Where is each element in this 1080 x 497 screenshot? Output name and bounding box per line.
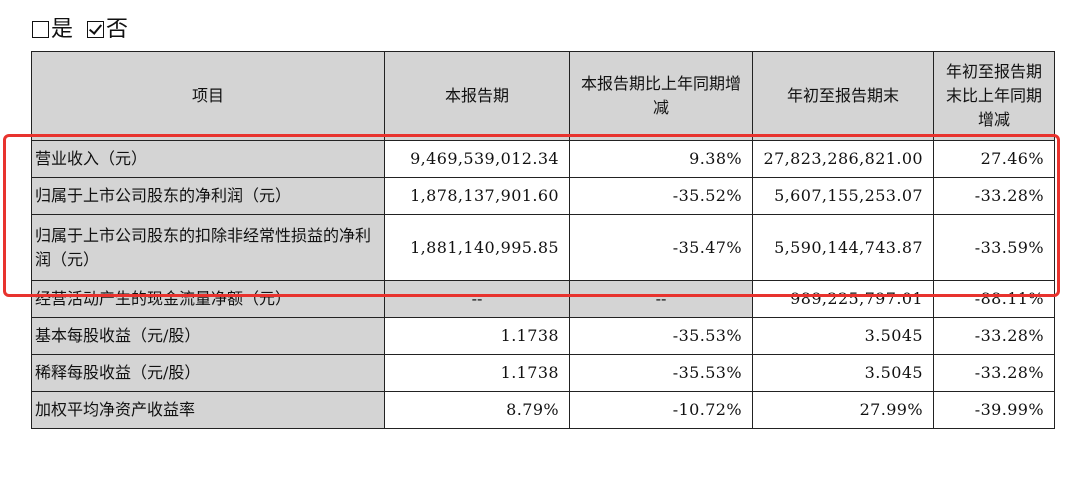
row-current-change: -10.72%	[569, 391, 753, 429]
checked-box-icon[interactable]	[87, 21, 105, 38]
table-row: 经营活动产生的现金流量净额（元） -- -- 989,225,797.01 -8…	[31, 280, 1055, 318]
row-current-change: -35.53%	[569, 317, 753, 355]
header-ytd: 年初至报告期末	[752, 51, 934, 141]
row-current: 8.79%	[384, 391, 570, 429]
row-ytd: 27.99%	[752, 391, 934, 429]
row-current: 1.1738	[384, 354, 570, 392]
option-no-label: 否	[106, 17, 129, 42]
table-row: 归属于上市公司股东的净利润（元） 1,878,137,901.60 -35.52…	[31, 177, 1055, 215]
row-ytd-change: -33.28%	[933, 317, 1055, 355]
row-ytd-change: 27.46%	[933, 140, 1055, 178]
row-current-change: 9.38%	[569, 140, 753, 178]
header-ytd-change: 年初至报告期末比上年同期增减	[933, 51, 1055, 141]
row-item: 加权平均净资产收益率	[31, 391, 385, 429]
row-ytd: 3.5045	[752, 317, 934, 355]
row-ytd: 3.5045	[752, 354, 934, 392]
row-current: 9,469,539,012.34	[384, 140, 570, 178]
row-ytd-change: -39.99%	[933, 391, 1055, 429]
row-item: 稀释每股收益（元/股）	[31, 354, 385, 392]
unchecked-box-icon[interactable]	[32, 21, 49, 38]
row-item: 经营活动产生的现金流量净额（元）	[31, 280, 385, 318]
row-item: 基本每股收益（元/股）	[31, 317, 385, 355]
row-ytd-change: -33.28%	[933, 354, 1055, 392]
row-ytd-change: -88.11%	[933, 280, 1055, 318]
table-row: 归属于上市公司股东的扣除非经常性损益的净利润（元） 1,881,140,995.…	[31, 214, 1055, 281]
table-row: 营业收入（元） 9,469,539,012.34 9.38% 27,823,28…	[31, 140, 1055, 178]
table-row: 稀释每股收益（元/股） 1.1738 -35.53% 3.5045 -33.28…	[31, 354, 1055, 392]
row-ytd: 989,225,797.01	[752, 280, 934, 318]
table-row: 加权平均净资产收益率 8.79% -10.72% 27.99% -39.99%	[31, 391, 1055, 429]
row-current: --	[384, 280, 570, 318]
row-item: 营业收入（元）	[31, 140, 385, 178]
option-yes[interactable]: 是	[32, 17, 73, 42]
yes-no-checkbox-line: 是否	[32, 14, 142, 46]
row-item: 归属于上市公司股东的扣除非经常性损益的净利润（元）	[31, 214, 385, 281]
row-current-change: --	[569, 280, 753, 318]
header-item: 项目	[31, 51, 385, 141]
row-ytd-change: -33.59%	[933, 214, 1055, 281]
row-ytd: 27,823,286,821.00	[752, 140, 934, 178]
row-ytd-change: -33.28%	[933, 177, 1055, 215]
row-current-change: -35.47%	[569, 214, 753, 281]
option-no[interactable]: 否	[87, 17, 128, 42]
row-current-change: -35.52%	[569, 177, 753, 215]
row-ytd: 5,590,144,743.87	[752, 214, 934, 281]
row-item: 归属于上市公司股东的净利润（元）	[31, 177, 385, 215]
header-current-period: 本报告期	[384, 51, 570, 141]
row-current: 1.1738	[384, 317, 570, 355]
row-current-change: -35.53%	[569, 354, 753, 392]
table-row: 基本每股收益（元/股） 1.1738 -35.53% 3.5045 -33.28…	[31, 317, 1055, 355]
financial-data-table: 项目 本报告期 本报告期比上年同期增减 年初至报告期末 年初至报告期末比上年同期…	[31, 51, 1055, 429]
header-current-change: 本报告期比上年同期增减	[569, 51, 753, 141]
option-yes-label: 是	[51, 17, 74, 42]
table-header-row: 项目 本报告期 本报告期比上年同期增减 年初至报告期末 年初至报告期末比上年同期…	[31, 51, 1055, 141]
row-current: 1,881,140,995.85	[384, 214, 570, 281]
row-current: 1,878,137,901.60	[384, 177, 570, 215]
row-ytd: 5,607,155,253.07	[752, 177, 934, 215]
